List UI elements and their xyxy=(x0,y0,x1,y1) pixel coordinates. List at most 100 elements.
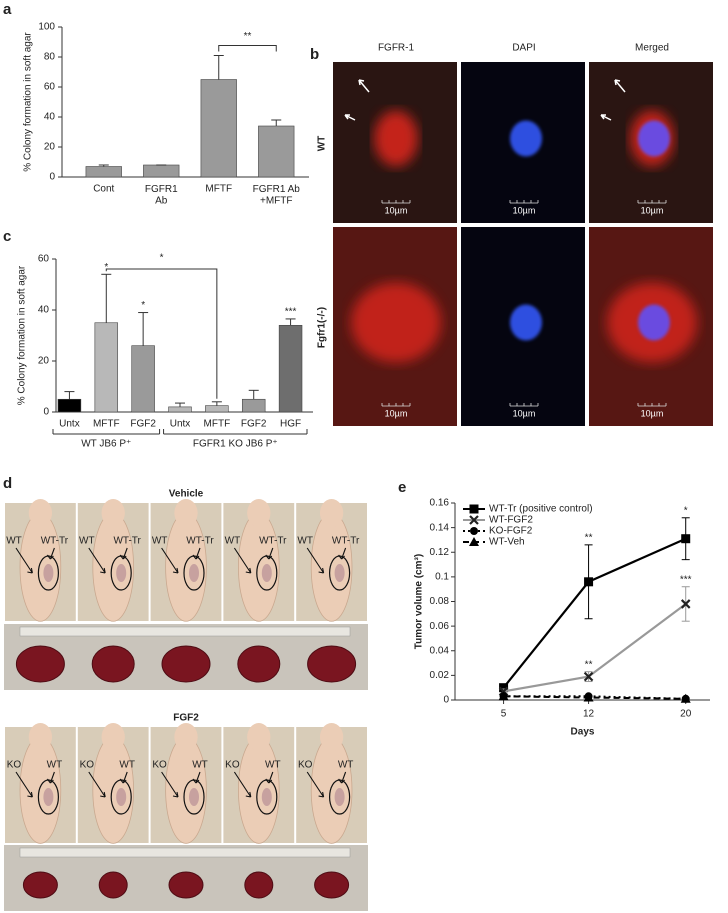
arrow xyxy=(614,79,626,93)
arrow xyxy=(338,771,347,784)
x-tick-label: Untx xyxy=(170,419,191,430)
arrow xyxy=(306,547,325,574)
tumor-site xyxy=(261,564,272,582)
nucleus xyxy=(510,120,542,157)
x-tick-label: 20 xyxy=(680,709,692,720)
y-tick-label: 0.16 xyxy=(430,498,450,509)
marker xyxy=(470,527,478,535)
significance: *** xyxy=(680,574,692,585)
panel-label: b xyxy=(310,46,319,63)
scale-bar xyxy=(637,403,667,407)
significance: ** xyxy=(585,659,593,670)
row-label: WT xyxy=(317,136,328,152)
arrow xyxy=(46,771,55,784)
mouse-head xyxy=(101,499,125,527)
row-label: Fgfr1(-/-) xyxy=(317,307,328,348)
y-tick-label: 100 xyxy=(38,22,55,33)
scale-bar-label: 10µm xyxy=(641,205,664,215)
panel-label: a xyxy=(3,1,12,18)
mouse-label: WT xyxy=(265,760,281,771)
mouse-label: WT-Tr xyxy=(113,536,141,547)
mouse-label: WT xyxy=(225,536,241,547)
tumor xyxy=(91,645,135,683)
mouse-body xyxy=(165,512,207,622)
error-bar xyxy=(271,119,282,126)
x-tick-label: MFTF xyxy=(205,184,232,195)
mouse-head xyxy=(28,723,53,751)
mouse-label: KO xyxy=(80,760,95,771)
x-tick-label: HGF xyxy=(280,419,301,430)
legend-label: KO-FGF2 xyxy=(489,526,533,537)
arrow xyxy=(233,771,252,798)
mouse-body xyxy=(238,736,280,844)
bar xyxy=(200,79,237,178)
bar xyxy=(205,405,229,413)
mouse-label: WT-Tr xyxy=(41,536,69,547)
bar xyxy=(131,345,155,413)
arrow xyxy=(46,547,55,560)
y-tick-label: 20 xyxy=(44,142,56,153)
mouse-label: WT xyxy=(6,536,22,547)
tumor-site xyxy=(189,564,199,582)
mouse-head xyxy=(319,723,344,751)
significance: ** xyxy=(244,31,252,42)
bar xyxy=(278,324,303,413)
marker xyxy=(584,577,594,587)
mouse-label: WT-Tr xyxy=(332,536,360,547)
mouse-head xyxy=(319,499,344,527)
y-tick-label: 0 xyxy=(43,407,49,418)
panel-label: c xyxy=(3,228,11,245)
tumor xyxy=(15,645,65,683)
error-bar xyxy=(213,55,224,80)
bar xyxy=(57,398,82,413)
marker xyxy=(681,534,691,544)
marker xyxy=(469,504,479,514)
mouse-head xyxy=(174,723,198,751)
legend-label: WT-FGF2 xyxy=(489,515,533,526)
mouse-label: WT xyxy=(79,536,95,547)
significance: * xyxy=(104,262,108,273)
tumor-site xyxy=(116,788,127,806)
y-tick-label: 0.08 xyxy=(430,596,450,607)
ruler xyxy=(19,847,351,858)
marker xyxy=(680,693,691,703)
legend-label: WT-Tr (positive control) xyxy=(489,504,593,515)
tumor xyxy=(22,871,58,899)
tumor xyxy=(237,645,281,683)
arrow xyxy=(265,771,274,784)
marker xyxy=(583,692,594,702)
tumor xyxy=(98,871,128,899)
tumor xyxy=(307,645,357,683)
marker xyxy=(583,671,594,682)
mouse-label: WT-Tr xyxy=(259,536,287,547)
mouse-head xyxy=(247,499,271,527)
arrow xyxy=(119,547,128,560)
marker xyxy=(680,599,691,609)
mouse-label: KO xyxy=(298,760,313,771)
y-tick-label: 0 xyxy=(443,695,449,706)
scale-bar-label: 10µm xyxy=(385,408,408,418)
mouse-photo-panel: Vehicle WT WT-Tr WT WT-Tr WT WT-Tr WT WT-Tr WT WT-… xyxy=(4,489,368,911)
bar xyxy=(258,125,295,178)
series-line xyxy=(502,537,687,689)
arrow xyxy=(15,547,33,574)
y-tick-label: 0.04 xyxy=(430,645,450,656)
x-tick-label: 12 xyxy=(583,709,595,720)
tumor-site xyxy=(334,564,345,582)
bar xyxy=(85,166,122,178)
y-tick-label: 80 xyxy=(44,52,56,63)
bar xyxy=(94,322,119,413)
mouse-label: KO xyxy=(7,760,22,771)
significance-bracket xyxy=(105,268,218,399)
marker xyxy=(498,691,509,701)
y-tick-label: 0.1 xyxy=(435,572,449,583)
mouse-body xyxy=(165,736,207,844)
arrow xyxy=(338,547,347,560)
text-line: FGFR1 Ab xyxy=(253,184,301,195)
column-header: Merged xyxy=(635,43,669,54)
mouse-label: KO xyxy=(152,760,167,771)
significance: *** xyxy=(285,307,297,318)
mouse-head xyxy=(28,499,53,527)
mouse-label: KO xyxy=(225,760,240,771)
arrow xyxy=(358,79,370,93)
